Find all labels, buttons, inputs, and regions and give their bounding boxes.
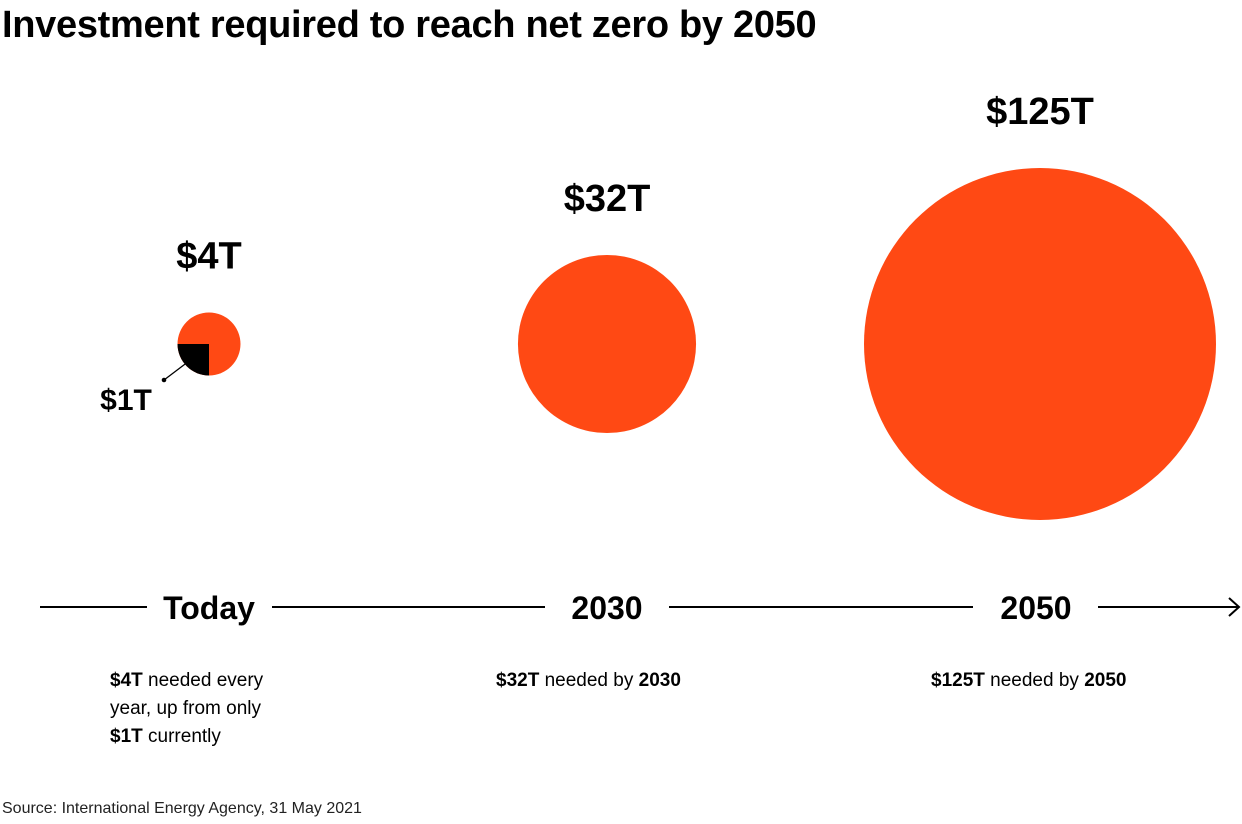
timeline-label: Today	[163, 590, 255, 626]
bubble-layer: $4T $1T $32T $125T	[100, 91, 1216, 520]
timeline-label: 2050	[1000, 590, 1071, 626]
bubble-value-label: $32T	[564, 178, 651, 220]
description-2050-year: 2050	[1084, 670, 1127, 691]
description-2030: $32T needed by 2030	[496, 667, 681, 695]
description-2050: $125T needed by 2050	[931, 667, 1126, 695]
current-leader-line	[163, 351, 202, 381]
description-today: $4T needed every year, up from only $1T …	[110, 667, 263, 751]
timeline-arrowhead	[1228, 597, 1241, 617]
description-today-current-amount: $1T	[110, 726, 143, 747]
bubble-value-label: $125T	[986, 91, 1094, 133]
description-2030-text: needed by	[539, 670, 639, 691]
description-2050-amount: $125T	[931, 670, 985, 691]
source-note: Source: International Energy Agency, 31 …	[2, 800, 362, 817]
description-today-amount: $4T	[110, 670, 143, 691]
description-2050-text: needed by	[984, 670, 1085, 691]
current-leader-dot	[161, 377, 167, 383]
description-2030-year: 2030	[638, 670, 681, 691]
current-investment-wedge	[177, 344, 209, 376]
chart-title: Investment required to reach net zero by…	[2, 4, 817, 46]
bubble	[517, 254, 697, 434]
description-2030-amount: $32T	[496, 670, 540, 691]
current-value-label: $1T	[100, 384, 152, 417]
bubble-value-label: $4T	[176, 236, 241, 278]
timeline-axis: Today 2030 2050	[40, 590, 1241, 626]
bubble	[864, 168, 1216, 520]
description-today-text-3: currently	[142, 726, 221, 747]
timeline-label: 2030	[571, 590, 642, 626]
description-today-text-1: needed every	[142, 670, 264, 691]
description-today-text-2: year, up from only	[110, 698, 262, 719]
